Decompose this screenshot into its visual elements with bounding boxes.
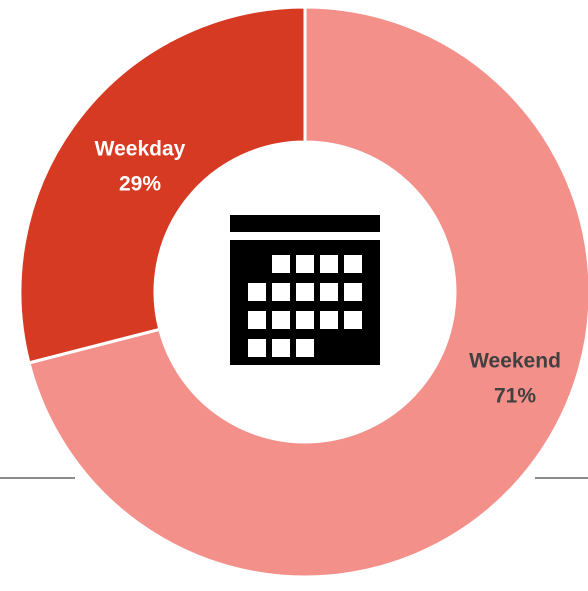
labels: Weekend 71% Weekday 29% (95, 138, 561, 408)
category-label: Weekend (469, 350, 561, 373)
slice (18, 5, 307, 365)
slices (18, 5, 588, 579)
category-label: Weekday (95, 138, 186, 161)
value-label: 29% (119, 173, 161, 196)
calendar-icon (230, 215, 380, 365)
slice (27, 5, 588, 579)
value-label: 71% (494, 385, 536, 408)
